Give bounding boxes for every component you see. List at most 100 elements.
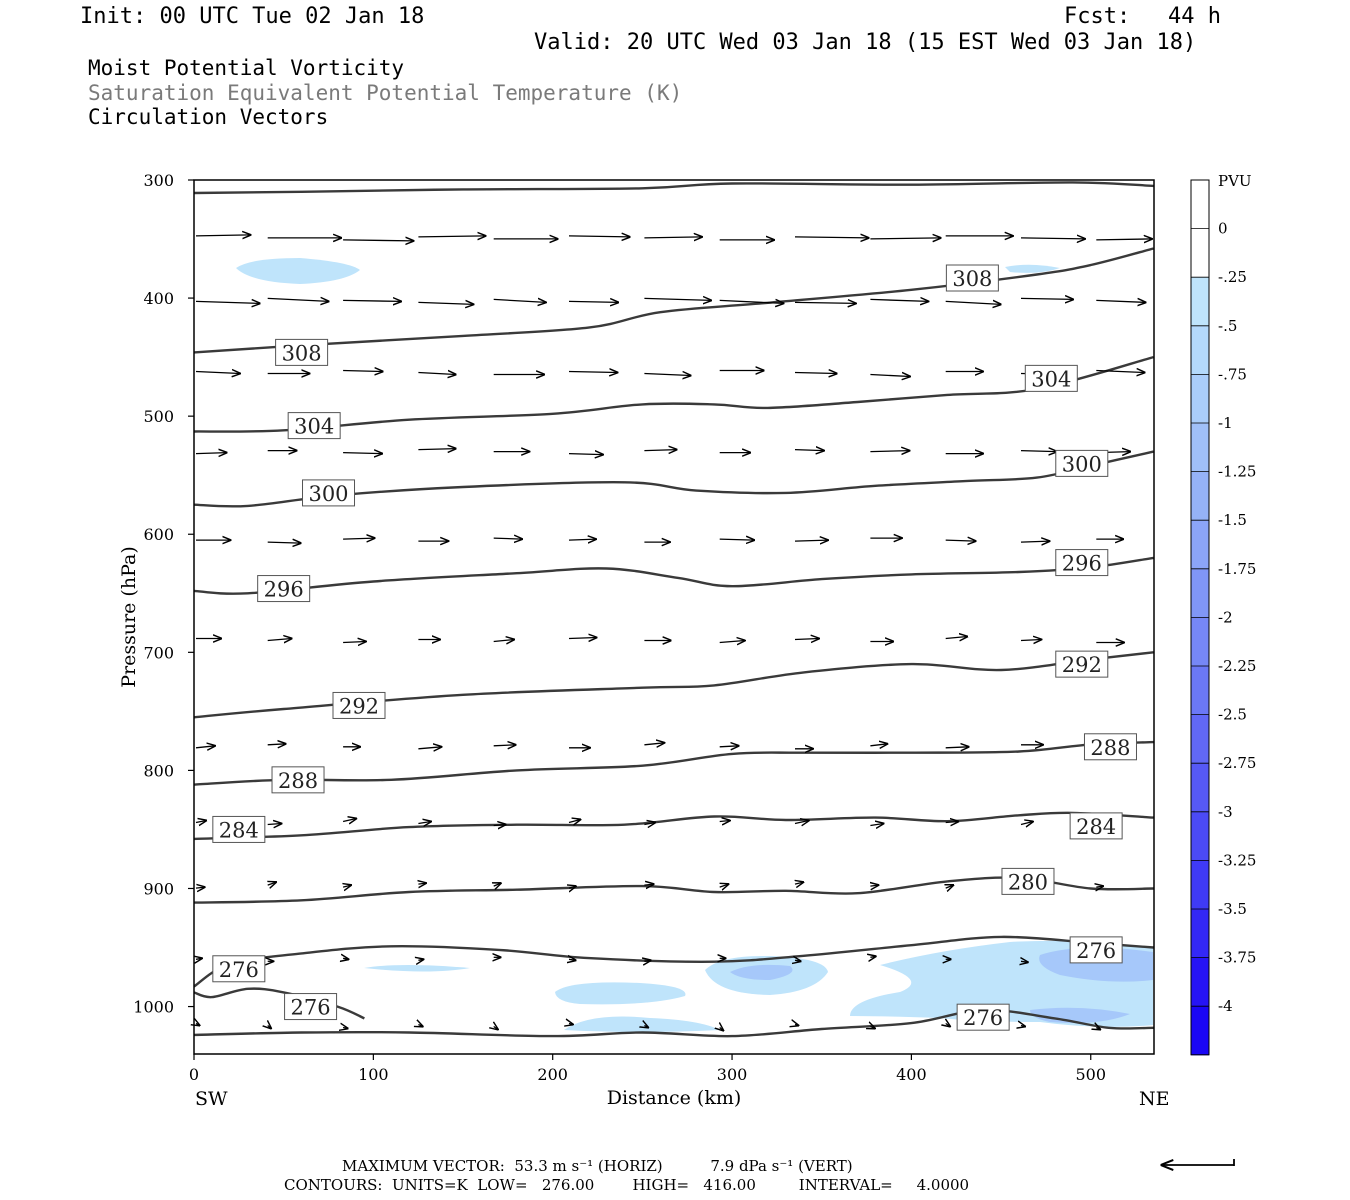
field-title-vectors: Circulation Vectors — [88, 105, 329, 129]
fcst-value: 44 h — [1168, 4, 1221, 29]
circulation-vector — [870, 299, 928, 301]
circulation-vector — [343, 642, 366, 643]
circulation-vector — [195, 887, 205, 888]
contour-line-276 — [193, 1008, 1154, 1038]
contour-line-276 — [193, 935, 1154, 988]
contour-label-box — [1055, 549, 1109, 577]
contour-label: 308 — [282, 341, 322, 365]
contour-label: 288 — [1090, 736, 1130, 760]
circulation-vector — [945, 822, 959, 823]
circulation-vector — [568, 638, 597, 639]
valid-time: Valid: 20 UTC Wed 03 Jan 18 (15 EST Wed … — [534, 30, 1197, 55]
colorbar-label: -.75 — [1218, 365, 1247, 383]
circulation-vector — [343, 1028, 348, 1029]
contour-label-box — [212, 955, 266, 983]
x-tick-label: 200 — [537, 1065, 568, 1084]
circulation-vector — [1020, 822, 1033, 825]
circulation-vector — [1021, 1026, 1025, 1027]
pv-shade-area — [364, 965, 470, 972]
colorbar-label: -1.5 — [1218, 511, 1247, 529]
circulation-vector — [644, 960, 650, 961]
colorbar-label: -2.75 — [1218, 754, 1256, 772]
init-time: Init: 00 UTC Tue 02 Jan 18 — [80, 4, 425, 29]
contour-label: 276 — [963, 1006, 1003, 1030]
circulation-vector — [267, 824, 282, 825]
circulation-vector — [1020, 238, 1085, 239]
circulation-vector — [870, 1027, 875, 1029]
circulation-vector — [719, 539, 755, 540]
circulation-vector — [569, 959, 576, 960]
colorbar-swatch — [1191, 325, 1209, 375]
x-tick-label: 100 — [358, 1065, 389, 1084]
x-tick-label: 500 — [1075, 1065, 1106, 1084]
colorbar-label: -1.25 — [1218, 463, 1256, 481]
circulation-vector — [870, 451, 909, 452]
colorbar-swatch — [1191, 374, 1209, 424]
circulation-vector — [1096, 371, 1144, 373]
circulation-vector — [267, 639, 292, 641]
circulation-vector — [719, 300, 784, 303]
circulation-vector — [644, 450, 676, 451]
y-tick-label: 300 — [143, 171, 174, 190]
circulation-vector — [569, 886, 576, 888]
colorbar-swatch — [1191, 909, 1209, 959]
colorbar-swatch — [1191, 228, 1209, 278]
circulation-vector — [267, 542, 301, 543]
contour-label-box — [956, 1003, 1010, 1031]
x-tick-label: 300 — [717, 1065, 748, 1084]
circulation-vector — [343, 453, 382, 454]
contour-label: 288 — [278, 769, 318, 793]
circulation-vector — [794, 821, 809, 824]
circulation-vector — [794, 302, 856, 303]
contour-label: 284 — [219, 818, 259, 842]
contour-line-276 — [193, 987, 365, 1020]
circulation-vector — [196, 958, 202, 959]
x-axis-title: Distance (km) — [607, 1087, 742, 1109]
reference-vector — [1162, 1159, 1235, 1166]
colorbar-swatch — [1191, 471, 1209, 521]
pv-shade-area — [730, 964, 793, 980]
colorbar-swatch — [1191, 1006, 1209, 1056]
contour-label: 276 — [291, 996, 331, 1020]
colorbar-swatch — [1191, 811, 1209, 861]
colorbar-swatch — [1191, 180, 1209, 230]
circulation-vector — [418, 449, 455, 450]
contour-label: 296 — [264, 578, 304, 602]
colorbar-swatch — [1191, 617, 1209, 667]
circulation-vector — [1096, 886, 1103, 887]
colorbar-swatch — [1191, 423, 1209, 473]
circulation-vector — [795, 1025, 798, 1026]
circulation-vector — [644, 237, 702, 238]
y-tick-label: 1000 — [133, 998, 174, 1017]
contour-label: 292 — [1062, 653, 1102, 677]
contour-line-308 — [193, 247, 1154, 354]
circulation-vector — [343, 958, 348, 959]
circulation-vector — [568, 539, 596, 540]
circulation-vector — [794, 639, 819, 640]
x-endpoint-sw: SW — [195, 1088, 228, 1110]
circulation-vector — [343, 240, 413, 241]
circulation-vector — [343, 538, 375, 539]
circulation-vector — [945, 540, 976, 541]
circulation-vector — [1020, 541, 1050, 542]
circulation-vector — [870, 744, 887, 746]
circulation-vectors — [196, 235, 1152, 1031]
circulation-vector — [418, 747, 441, 749]
circulation-vector — [418, 302, 473, 304]
contour-label-box — [1001, 867, 1055, 895]
colorbar-label: -3.25 — [1218, 851, 1256, 869]
circulation-vector — [569, 1024, 573, 1025]
pv-shade-area — [1039, 947, 1153, 982]
contour-label: 304 — [294, 415, 334, 439]
contour-label-box — [302, 479, 356, 507]
circulation-vector — [493, 299, 546, 302]
colorbar-label: -3.5 — [1218, 900, 1247, 918]
footer-max-vector: MAXIMUM VECTOR: 53.3 m s⁻¹ (HORIZ) 7.9 d… — [342, 1157, 853, 1175]
contour-label-box — [287, 412, 341, 440]
circulation-vector — [418, 822, 431, 824]
circulation-vector — [1020, 298, 1073, 299]
circulation-vector — [644, 884, 653, 885]
circulation-vector — [268, 882, 276, 885]
colorbar-swatch — [1191, 666, 1209, 716]
